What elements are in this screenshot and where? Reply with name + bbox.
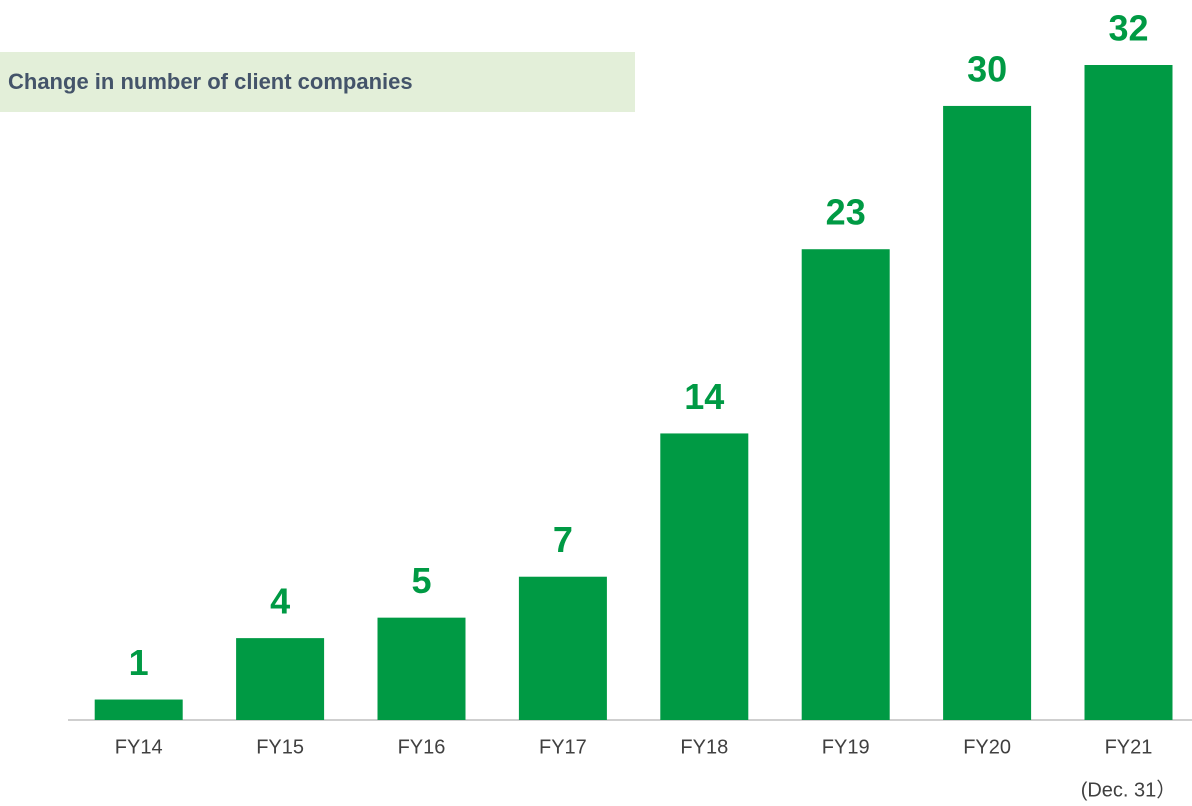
title-box [0, 52, 635, 112]
value-label: 5 [411, 560, 431, 601]
bar [236, 638, 325, 720]
bar [1084, 65, 1173, 720]
x-tick-label: FY21 [1105, 736, 1153, 758]
x-tick-label: FY18 [680, 736, 728, 758]
chart-title: Change in number of client companies [8, 69, 413, 94]
value-label: 23 [826, 192, 866, 233]
x-tick-label: FY16 [398, 736, 446, 758]
bar [660, 433, 749, 720]
bar [943, 105, 1032, 720]
x-tick-label: FY19 [822, 736, 870, 758]
x-tick-label: FY15 [256, 736, 304, 758]
value-label: 1 [129, 642, 149, 683]
x-tick-label: FY14 [115, 736, 163, 758]
annotation: (Dec. 31） [1081, 778, 1177, 801]
value-label: 30 [967, 48, 1007, 89]
value-label: 4 [270, 581, 290, 622]
bar [94, 699, 183, 720]
value-label: 7 [553, 519, 573, 560]
value-label: 32 [1108, 8, 1148, 49]
bar [518, 576, 607, 720]
x-tick-label: FY20 [963, 736, 1011, 758]
value-label: 14 [684, 376, 724, 417]
x-tick-label: FY17 [539, 736, 587, 758]
bar [377, 617, 466, 720]
bar [801, 249, 890, 720]
